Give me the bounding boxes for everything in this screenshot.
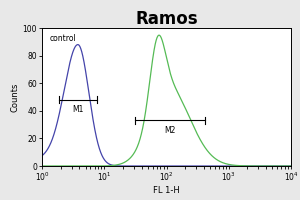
Title: Ramos: Ramos [135,10,198,28]
Text: control: control [50,34,76,43]
Y-axis label: Counts: Counts [11,82,20,112]
Text: M2: M2 [164,126,176,135]
X-axis label: FL 1-H: FL 1-H [153,186,180,195]
Text: M1: M1 [72,105,84,114]
